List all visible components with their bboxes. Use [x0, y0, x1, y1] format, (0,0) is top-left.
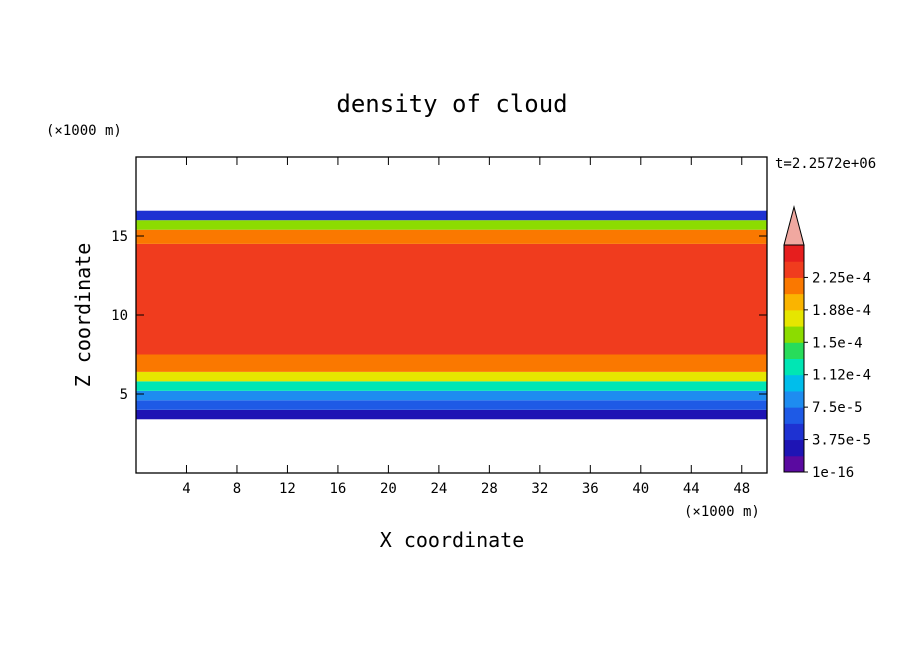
colorbar-swatch [784, 326, 804, 343]
x-tick-label: 4 [182, 481, 190, 497]
colorbar-swatch [784, 455, 804, 473]
y-tick-label: 10 [111, 308, 128, 324]
colorbar-swatch [784, 342, 804, 359]
x-unit-label: (×1000 m) [684, 504, 760, 520]
colorbar-swatch [784, 358, 804, 376]
x-axis-label: X coordinate [380, 528, 525, 552]
colorbar-swatch [784, 423, 804, 441]
colorbar-label: 7.5e-5 [812, 400, 863, 416]
y-tick-label: 5 [120, 387, 128, 403]
density-band [136, 229, 767, 244]
x-tick-label: 36 [582, 481, 599, 497]
y-axis: 5 10 15 [111, 229, 767, 403]
x-tick-label: 8 [233, 481, 241, 497]
y-tick-label: 15 [111, 229, 128, 245]
x-tick-label: 48 [733, 481, 750, 497]
x-axis: 4 8 12 16 20 24 28 32 36 40 44 48 [182, 157, 750, 497]
colorbar-swatch [784, 261, 804, 278]
x-tick-label: 32 [531, 481, 548, 497]
colorbar-swatch [784, 407, 804, 424]
colorbar-swatch [784, 245, 804, 262]
colorbar-label: 3.75e-5 [812, 433, 871, 449]
colorbar-swatch [784, 390, 804, 408]
colorbar-label: 1.88e-4 [812, 303, 871, 319]
density-band [136, 409, 767, 420]
x-tick-label: 44 [683, 481, 700, 497]
density-band [136, 371, 767, 382]
colorbar-swatch [784, 374, 804, 392]
density-band [136, 210, 767, 221]
density-field [136, 210, 767, 420]
chart-title: density of cloud [336, 90, 567, 118]
colorbar-frame [783, 244, 805, 473]
x-tick-label: 12 [279, 481, 296, 497]
density-band [136, 381, 767, 391]
colorbar: 1e-16 3.75e-5 7.5e-5 1.12e-4 1.5e-4 1.88e-4 2.… [783, 205, 871, 481]
x-tick-label: 28 [481, 481, 498, 497]
time-label: t=2.2572e+06 [775, 156, 876, 172]
density-band [136, 243, 767, 355]
x-tick-label: 16 [329, 481, 346, 497]
colorbar-swatch [784, 309, 804, 327]
density-band [136, 354, 767, 372]
colorbar-swatch [784, 277, 804, 295]
y-axis-label: Z coordinate [71, 243, 95, 388]
colorbar-label: 1.12e-4 [812, 368, 871, 384]
y-unit-label: (×1000 m) [46, 123, 122, 139]
x-tick-label: 20 [380, 481, 397, 497]
density-band [136, 220, 767, 230]
density-band [136, 390, 767, 401]
colorbar-label: 1e-16 [812, 465, 854, 481]
density-band [136, 400, 767, 410]
colorbar-over-arrow [783, 205, 805, 246]
x-tick-label: 24 [430, 481, 447, 497]
colorbar-label: 1.5e-4 [812, 335, 863, 351]
colorbar-swatch [784, 293, 804, 311]
colorbar-label: 2.25e-4 [812, 270, 871, 286]
x-tick-label: 40 [632, 481, 649, 497]
colorbar-swatch [784, 439, 804, 457]
